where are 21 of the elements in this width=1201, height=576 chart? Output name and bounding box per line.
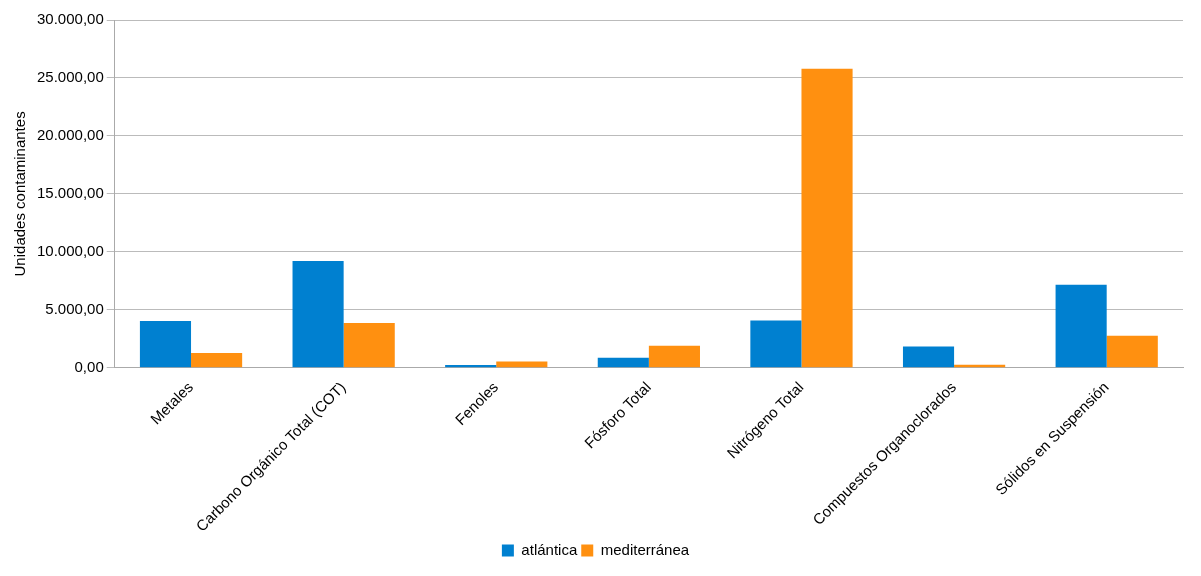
bar xyxy=(191,353,243,368)
bar xyxy=(597,357,649,368)
y-tick-label: 0,00 xyxy=(74,357,104,375)
bar xyxy=(1055,284,1107,368)
y-tick-label: 25.000,00 xyxy=(37,68,104,86)
y-axis-title: Unidades contaminantes xyxy=(11,111,29,277)
bar xyxy=(343,322,395,368)
bar xyxy=(1106,335,1158,368)
y-tick-label: 15.000,00 xyxy=(37,184,104,202)
bar xyxy=(902,346,955,368)
legend-label: mediterránea xyxy=(600,540,690,558)
bar xyxy=(801,68,853,368)
bar xyxy=(139,321,192,368)
y-tick-label: 10.000,00 xyxy=(37,242,104,260)
bar xyxy=(750,320,802,368)
y-tick-label: 30.000,00 xyxy=(37,10,104,28)
y-tick-label: 5.000,00 xyxy=(45,300,104,318)
y-tick-label: 20.000,00 xyxy=(37,126,104,144)
bar xyxy=(292,260,344,368)
legend-label: atlántica xyxy=(521,540,578,558)
bar xyxy=(648,345,700,368)
